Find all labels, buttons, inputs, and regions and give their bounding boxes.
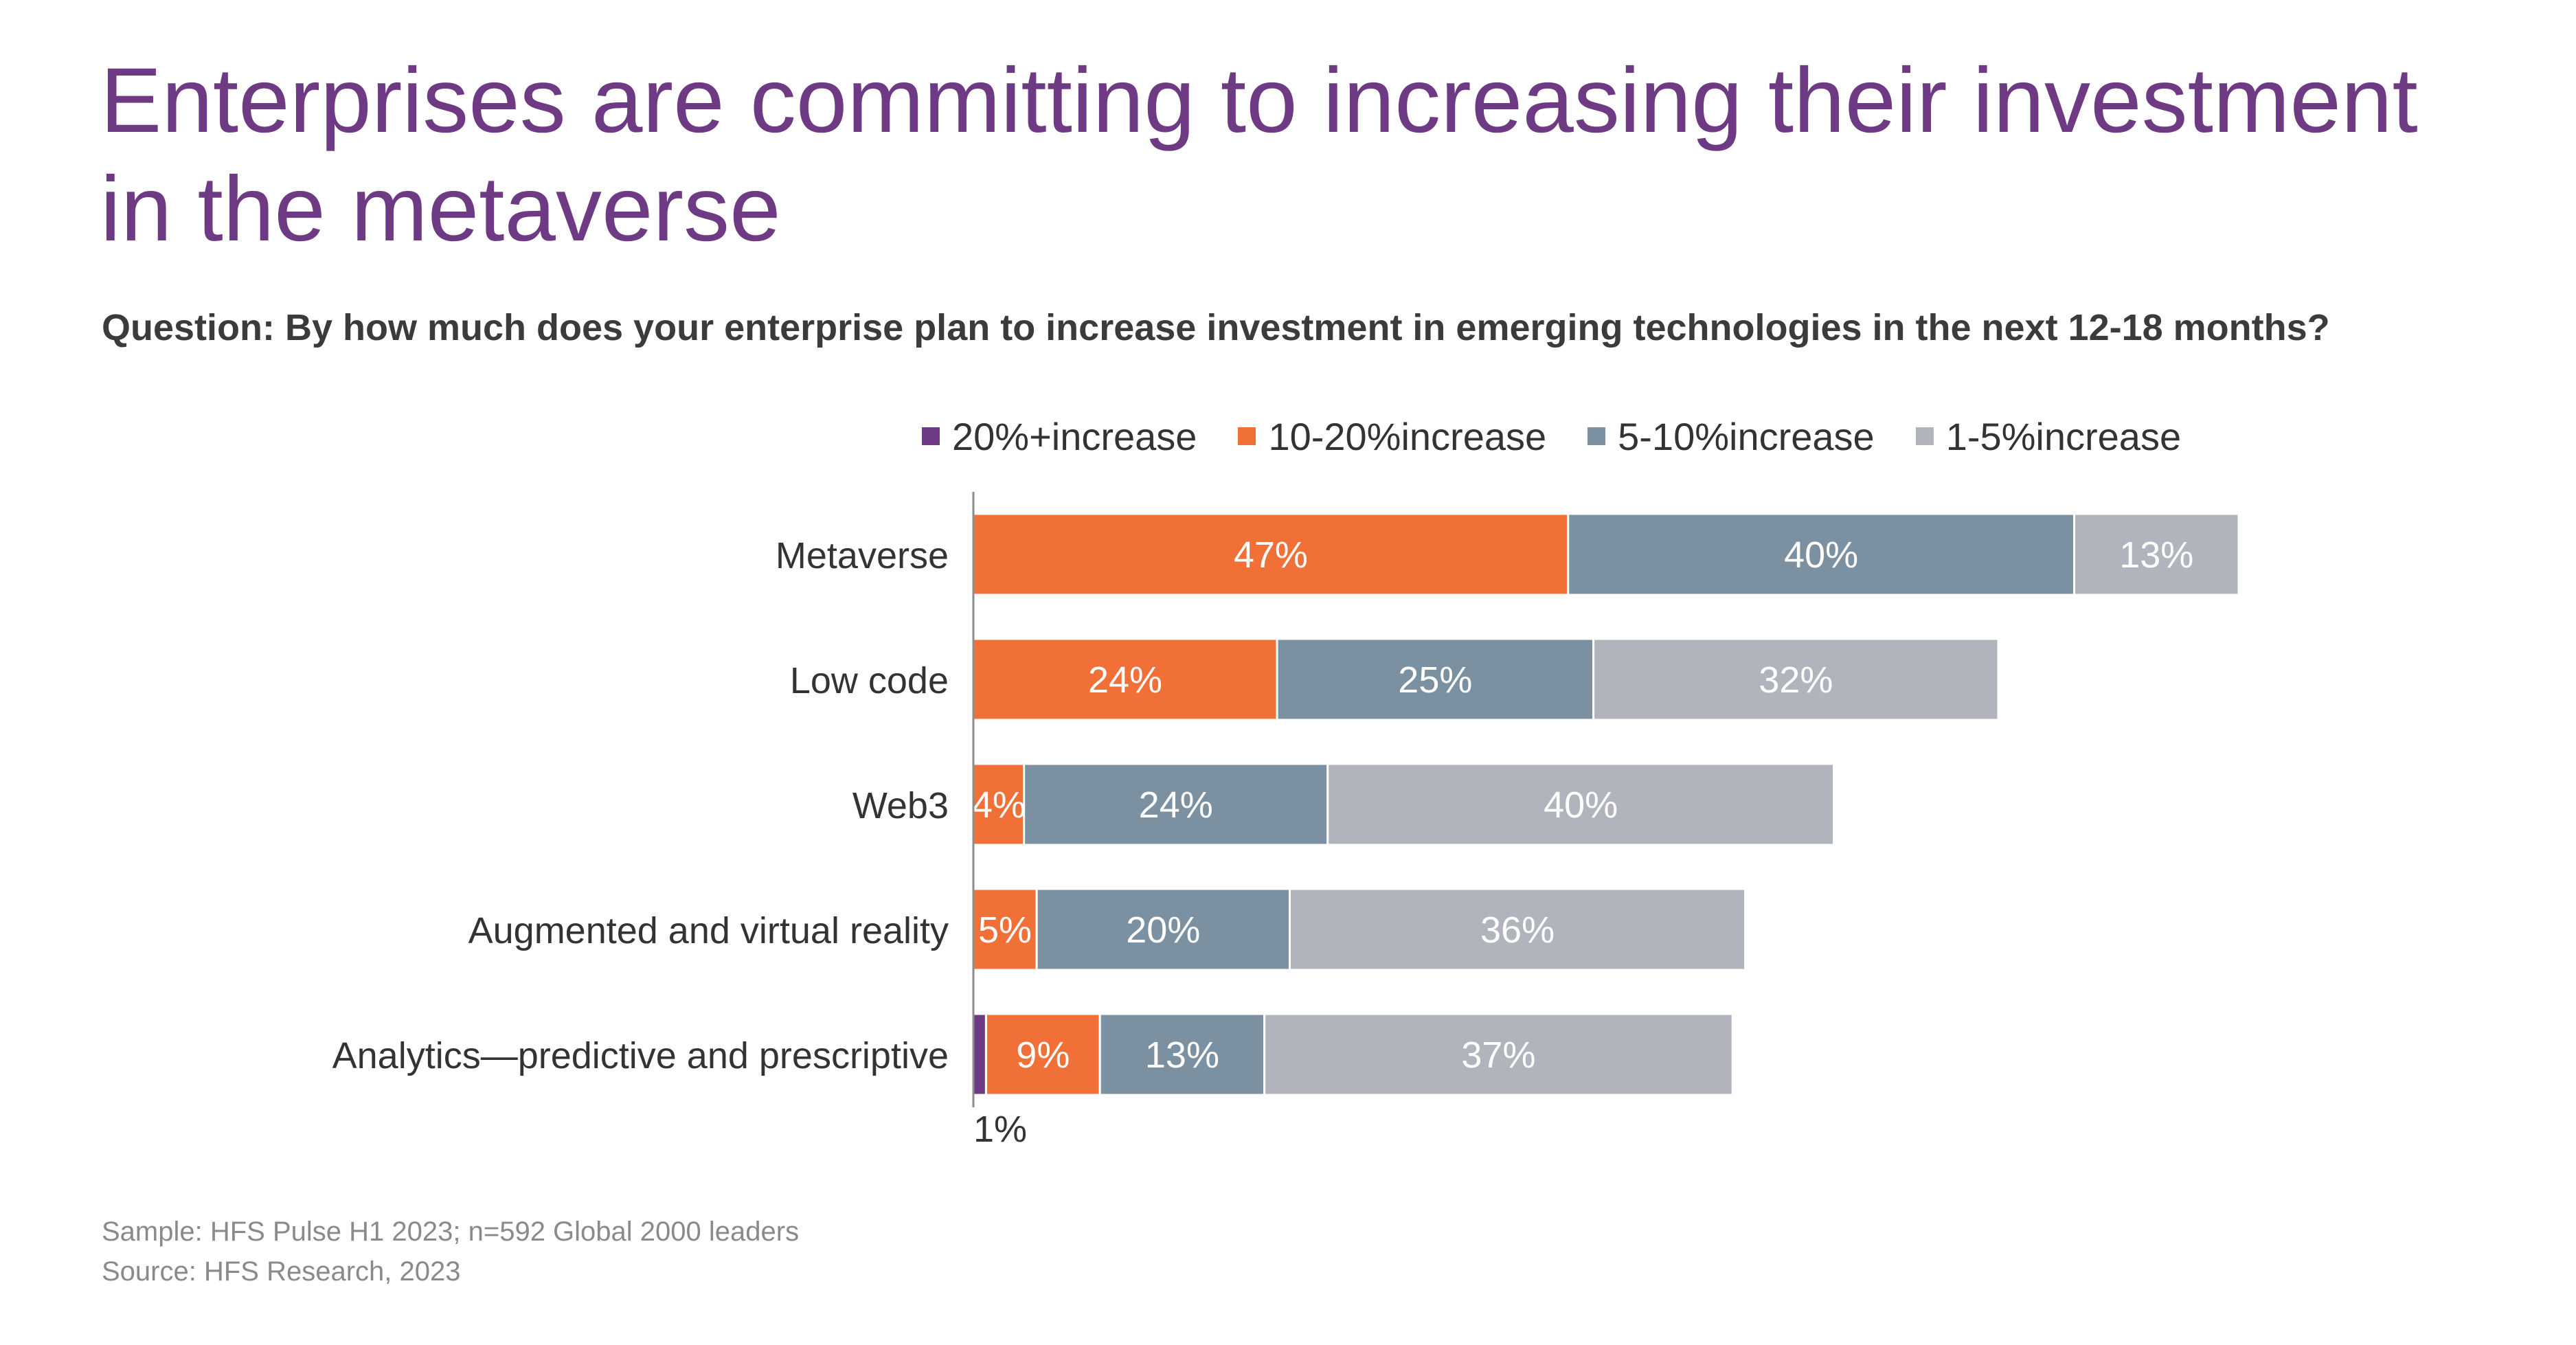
stacked-bar-chart: Metaverse 47% 40% 13% Low code 24% 25% 32% Web3 4… <box>332 492 2240 1150</box>
data-label: 20% <box>1126 909 1200 951</box>
bar-segment <box>972 762 1026 846</box>
data-label: 13% <box>2119 534 2193 576</box>
category-label: Analytics—predictive and prescriptive <box>332 1035 949 1076</box>
data-label: 13% <box>1145 1035 1219 1076</box>
category-label: Augmented and virtual reality <box>468 910 949 951</box>
legend-swatch <box>1588 427 1606 445</box>
chart-legend: 20%+increase 10-20%increase 5-10%increas… <box>922 412 2222 460</box>
data-label: 9% <box>1016 1035 1070 1076</box>
legend-item-1-5: 1-5%increase <box>1915 414 2182 459</box>
data-label: 5% <box>978 909 1032 951</box>
bar-segment <box>1326 762 1835 846</box>
bar-segment <box>984 1013 1101 1096</box>
category-label: Web3 <box>852 785 949 826</box>
data-label: 24% <box>1139 784 1213 826</box>
category-label: Low code <box>790 660 949 701</box>
data-label: 40% <box>1544 784 1618 826</box>
data-label: 1% <box>973 1109 1027 1150</box>
data-label: 24% <box>1088 659 1162 701</box>
bar-segment <box>1263 1013 1734 1096</box>
data-label: 32% <box>1759 659 1833 701</box>
bar-segment <box>1035 888 1291 971</box>
category-label: Metaverse <box>776 535 949 576</box>
sample-note: Sample: HFS Pulse H1 2023; n=592 Global … <box>102 1217 800 1247</box>
bar-segment <box>1289 888 1747 971</box>
bar-segment <box>2073 512 2240 596</box>
legend-label: 20%+increase <box>952 414 1197 458</box>
bar-segment <box>972 888 1038 971</box>
bar-segment <box>1023 762 1329 846</box>
chart-question: Question: By how much does your enterpri… <box>102 307 2330 348</box>
data-label: 36% <box>1480 909 1555 951</box>
legend-label: 1-5%increase <box>1945 414 2182 458</box>
legend-item-20-plus: 20%+increase <box>922 414 1197 459</box>
data-label: 47% <box>1234 534 1308 576</box>
bar-segment <box>1276 637 1595 721</box>
bar-segment <box>1098 1013 1266 1096</box>
bar-segment <box>972 1013 987 1096</box>
legend-item-10-20: 10-20%increase <box>1238 414 1546 459</box>
source-note: Source: HFS Research, 2023 <box>102 1256 461 1287</box>
page-title: Enterprises are committing to increasing… <box>100 49 2418 260</box>
data-label: 37% <box>1461 1035 1535 1076</box>
data-label: 40% <box>1784 534 1858 576</box>
chart-footer: Sample: HFS Pulse H1 2023; n=592 Global … <box>102 1212 799 1291</box>
bar-segment <box>1592 637 2000 721</box>
legend-label: 5-10%increase <box>1618 414 1875 458</box>
data-label: 25% <box>1398 659 1472 701</box>
legend-swatch <box>922 427 940 445</box>
legend-swatch <box>1238 427 1256 445</box>
legend-label: 10-20%increase <box>1268 414 1547 458</box>
legend-item-5-10: 5-10%increase <box>1588 414 1875 459</box>
data-label: 4% <box>972 784 1026 826</box>
legend-swatch <box>1915 427 1934 445</box>
